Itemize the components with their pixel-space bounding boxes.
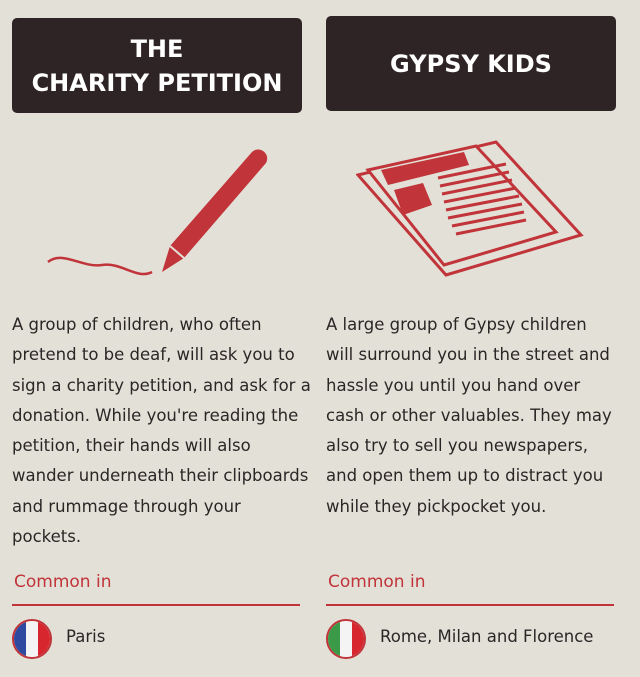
title-line: GYPSY KIDS	[390, 49, 552, 78]
newspaper-icon	[356, 140, 584, 277]
common-in-label: Common in	[14, 572, 112, 592]
france-flag-icon	[12, 619, 52, 659]
divider	[326, 604, 614, 606]
location-text: Paris	[66, 627, 106, 646]
scam-column-gypsy-kids: GYPSY KIDS A large group of Gypsy childr…	[326, 0, 618, 677]
title-line: THE	[130, 34, 184, 63]
scam-title: THE CHARITY PETITION	[12, 18, 302, 113]
scam-column-charity-petition: THE CHARITY PETITION A group of children,…	[12, 0, 311, 677]
divider	[12, 604, 300, 606]
scam-description: A group of children, who often pretend t…	[12, 315, 311, 547]
pencil-icon	[47, 149, 268, 276]
italy-flag-icon	[326, 619, 366, 659]
common-in-label: Common in	[328, 572, 426, 592]
scam-title: GYPSY KIDS	[326, 16, 616, 111]
title-line: CHARITY PETITION	[31, 68, 283, 97]
scam-description: A large group of Gypsy children will sur…	[326, 315, 612, 516]
location-text: Rome, Milan and Florence	[380, 627, 594, 646]
